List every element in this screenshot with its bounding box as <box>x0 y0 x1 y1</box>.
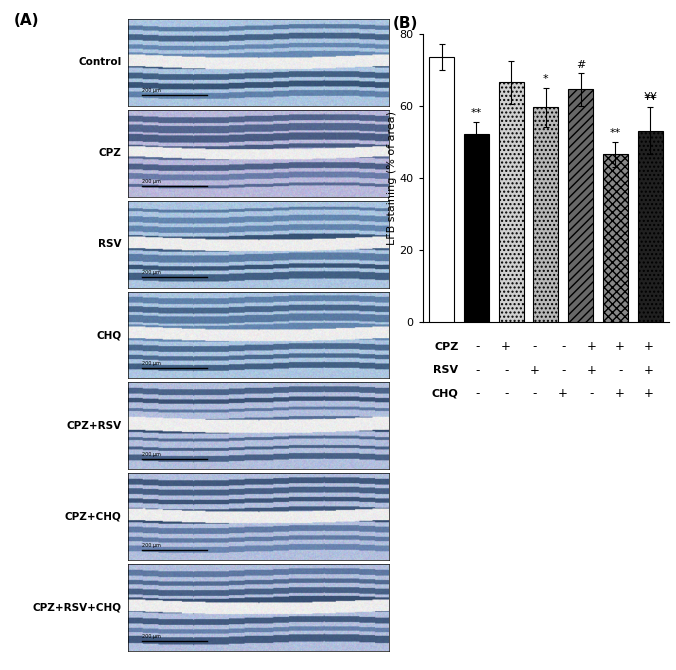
Text: +: + <box>587 364 597 377</box>
Text: CPZ+RSV: CPZ+RSV <box>66 421 122 431</box>
Text: (A): (A) <box>14 13 39 28</box>
Text: +: + <box>558 387 568 400</box>
Text: 200 μm: 200 μm <box>142 543 161 547</box>
Text: **: ** <box>470 108 482 118</box>
Text: -: - <box>504 364 508 377</box>
Text: CHQ: CHQ <box>97 330 122 340</box>
Text: +: + <box>587 340 597 353</box>
Text: ¥¥: ¥¥ <box>643 92 657 102</box>
Text: +: + <box>644 364 654 377</box>
Text: (B): (B) <box>393 16 418 31</box>
Text: -: - <box>589 387 594 400</box>
Text: -: - <box>475 387 480 400</box>
Text: CPZ: CPZ <box>434 342 458 352</box>
Text: *: * <box>543 74 549 84</box>
Text: **: ** <box>644 94 656 104</box>
Text: CPZ+CHQ: CPZ+CHQ <box>65 512 122 522</box>
Bar <box>568 89 593 322</box>
Bar <box>637 131 662 322</box>
Y-axis label: LFB staining (% of area): LFB staining (% of area) <box>387 111 397 245</box>
Text: -: - <box>533 340 537 353</box>
Bar <box>603 154 628 322</box>
Text: -: - <box>475 340 480 353</box>
Text: -: - <box>533 387 537 400</box>
Text: RSV: RSV <box>98 239 122 249</box>
Text: 200 μm: 200 μm <box>142 270 161 275</box>
Text: RSV: RSV <box>433 365 458 375</box>
Text: +: + <box>501 340 511 353</box>
Text: +: + <box>615 387 625 400</box>
Text: 200 μm: 200 μm <box>142 360 161 366</box>
Text: -: - <box>561 364 565 377</box>
Text: #: # <box>576 60 585 70</box>
Text: 200 μm: 200 μm <box>142 179 161 184</box>
Bar <box>499 82 524 322</box>
Text: -: - <box>561 340 565 353</box>
Text: 200 μm: 200 μm <box>142 88 161 93</box>
Text: -: - <box>475 364 480 377</box>
Text: Control: Control <box>78 57 122 67</box>
Text: -: - <box>618 364 623 377</box>
Text: CPZ+RSV+CHQ: CPZ+RSV+CHQ <box>32 603 122 613</box>
Text: 200 μm: 200 μm <box>142 452 161 457</box>
Text: +: + <box>644 387 654 400</box>
Text: 200 μm: 200 μm <box>142 634 161 639</box>
Text: CPZ: CPZ <box>99 148 122 158</box>
Text: +: + <box>644 340 654 353</box>
Text: +: + <box>530 364 539 377</box>
Text: CHQ: CHQ <box>432 389 458 399</box>
Text: -: - <box>504 387 508 400</box>
Text: +: + <box>615 340 625 353</box>
Bar <box>533 107 558 322</box>
Bar <box>429 57 454 322</box>
Text: **: ** <box>610 128 621 138</box>
Bar <box>464 134 489 322</box>
